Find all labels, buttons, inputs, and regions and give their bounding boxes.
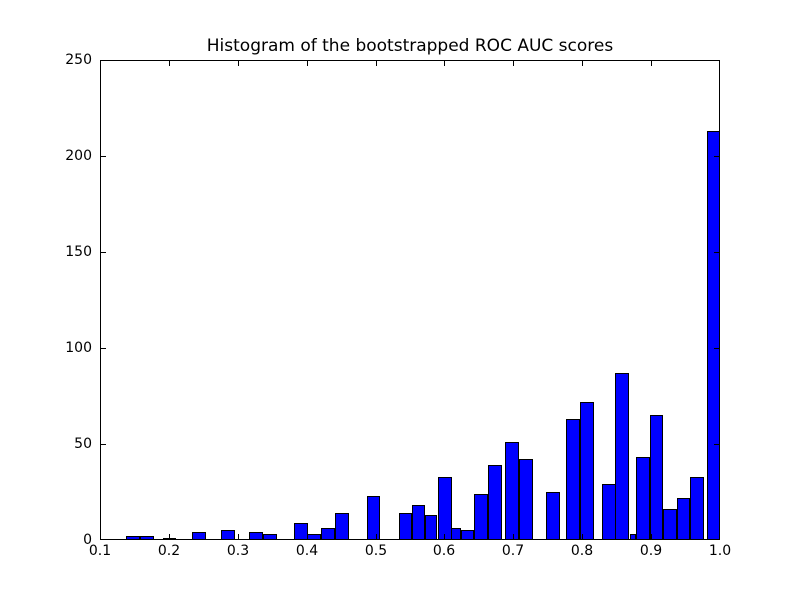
histogram-bar: [412, 505, 425, 540]
y-tick-mark: [714, 348, 720, 349]
x-axis-tick-label: 0.6: [432, 543, 456, 559]
x-tick-mark: [169, 534, 170, 540]
x-tick-mark: [100, 534, 101, 540]
histogram-bar: [580, 402, 594, 540]
x-tick-mark: [444, 534, 445, 540]
y-tick-mark: [100, 60, 106, 61]
histogram-bar: [221, 530, 235, 540]
plot-border-top: [100, 60, 720, 61]
y-tick-mark: [100, 539, 106, 540]
y-tick-mark: [714, 156, 720, 157]
histogram-bar: [519, 459, 533, 540]
histogram-bar: [488, 465, 502, 540]
x-tick-mark: [376, 534, 377, 540]
histogram-bar: [140, 536, 154, 540]
y-tick-mark: [714, 444, 720, 445]
x-tick-mark: [238, 534, 239, 540]
y-axis-tick-label: 250: [65, 52, 92, 68]
x-axis-tick-label: 0.4: [295, 543, 319, 559]
x-tick-mark: [651, 534, 652, 540]
x-axis-tick-label: 0.9: [639, 543, 663, 559]
histogram-bar: [566, 419, 580, 540]
histogram-bar: [263, 534, 277, 540]
histogram-bar: [505, 442, 519, 540]
x-tick-mark: [719, 534, 720, 540]
y-tick-mark: [100, 444, 106, 445]
histogram-bar: [335, 513, 349, 540]
y-tick-mark: [714, 539, 720, 540]
y-axis-tick-label: 200: [65, 148, 92, 164]
x-tick-mark: [651, 60, 652, 66]
histogram-bar: [615, 373, 629, 540]
histogram-bar: [399, 513, 412, 540]
x-tick-mark: [307, 60, 308, 66]
histogram-bar: [321, 528, 335, 540]
y-tick-mark: [714, 60, 720, 61]
y-tick-mark: [100, 348, 106, 349]
histogram-bar: [126, 536, 140, 540]
y-axis-tick-label: 0: [83, 532, 92, 548]
y-tick-mark: [714, 252, 720, 253]
histogram-bar: [461, 530, 474, 540]
x-tick-mark: [513, 60, 514, 66]
y-axis-tick-label: 50: [74, 436, 92, 452]
histogram-bar: [294, 523, 308, 540]
histogram-bar: [650, 415, 663, 540]
histogram-bar: [451, 528, 461, 540]
y-tick-mark: [100, 156, 106, 157]
x-tick-mark: [307, 534, 308, 540]
histogram-bar: [367, 496, 380, 540]
histogram-bar: [707, 131, 720, 540]
histogram-bar: [636, 457, 650, 540]
histogram-bar: [546, 492, 560, 540]
histogram-bar: [474, 494, 488, 540]
y-axis-tick-label: 100: [65, 340, 92, 356]
histogram-bar: [677, 498, 690, 540]
histogram-bar: [690, 477, 704, 540]
x-tick-mark: [582, 60, 583, 66]
x-tick-mark: [376, 60, 377, 66]
x-axis-tick-label: 0.3: [226, 543, 250, 559]
y-tick-mark: [100, 252, 106, 253]
x-axis-tick-label: 0.2: [157, 543, 181, 559]
x-tick-mark: [169, 60, 170, 66]
histogram-bar: [630, 534, 636, 540]
x-tick-mark: [444, 60, 445, 66]
histogram-bar: [663, 509, 677, 540]
histogram-bar: [602, 484, 616, 540]
x-axis-tick-label: 1.0: [708, 543, 732, 559]
histogram-bar: [249, 532, 263, 540]
plot-border-left: [100, 60, 101, 540]
histogram-bar: [425, 515, 437, 540]
x-axis-tick-label: 0.8: [570, 543, 594, 559]
histogram-bar: [192, 532, 206, 540]
x-axis-tick-label: 0.1: [88, 543, 112, 559]
histogram-bar: [438, 477, 452, 540]
chart-title: Histogram of the bootstrapped ROC AUC sc…: [206, 36, 614, 56]
plot-area: [100, 60, 720, 540]
x-axis-tick-label: 0.7: [501, 543, 525, 559]
x-tick-mark: [582, 534, 583, 540]
histogram-bar: [307, 534, 321, 540]
y-axis-tick-label: 150: [65, 244, 92, 260]
x-axis-tick-label: 0.5: [364, 543, 388, 559]
x-tick-mark: [238, 60, 239, 66]
x-tick-mark: [719, 60, 720, 66]
x-tick-mark: [513, 534, 514, 540]
x-tick-mark: [100, 60, 101, 66]
